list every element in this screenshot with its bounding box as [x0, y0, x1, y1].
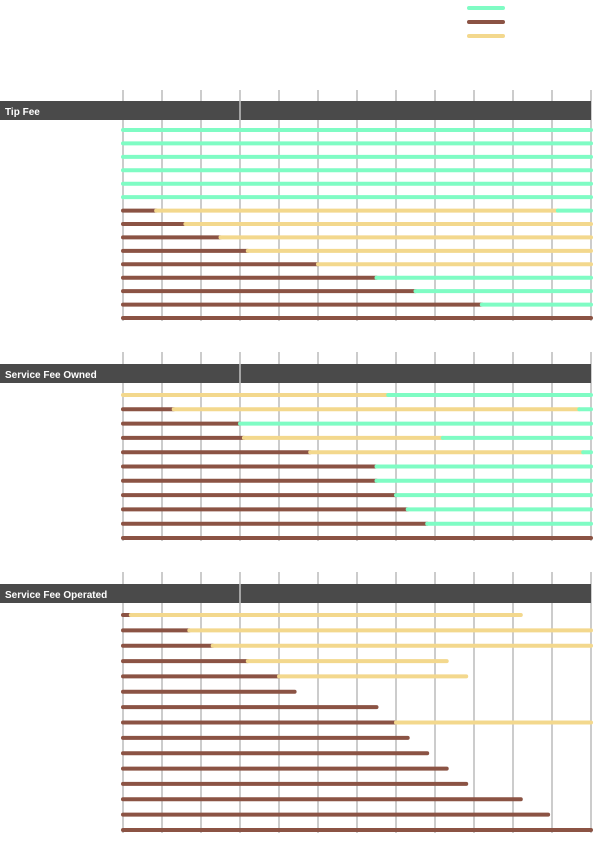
- panel-title: Service Fee Owned: [5, 370, 97, 381]
- panel-title: Tip Fee: [5, 107, 40, 118]
- panel-title: Service Fee Operated: [5, 590, 107, 601]
- panel-header-bar: [0, 364, 591, 383]
- panel-header-bar: [0, 101, 591, 120]
- panel-header-bar: [0, 584, 591, 603]
